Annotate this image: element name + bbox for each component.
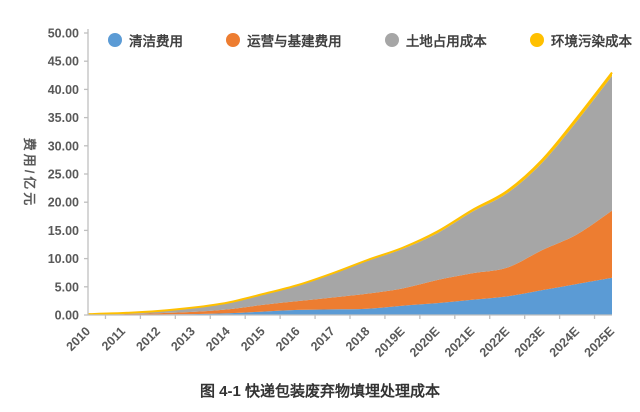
x-tick-label: 2015 <box>238 324 268 354</box>
x-tick-label: 2011 <box>99 324 128 353</box>
legend-item-cleaning-cost: 清洁费用 <box>108 30 183 50</box>
x-tick-label: 2025E <box>582 324 617 359</box>
legend-dot-icon <box>384 33 399 47</box>
legend-label: 运营与基建费用 <box>247 34 342 49</box>
y-tick-label: 35.00 <box>48 111 79 125</box>
x-tick-label: 2010 <box>64 324 94 354</box>
legend-dot-icon <box>529 33 544 47</box>
y-tick-label: 25.00 <box>48 168 79 182</box>
legend-label: 土地占用成本 <box>405 34 487 49</box>
x-tick-label: 2016 <box>273 324 303 354</box>
y-tick-label: 0.00 <box>55 309 79 323</box>
y-tick-label: 40.00 <box>48 83 79 97</box>
stack-top-line <box>87 71 613 316</box>
legend-dot-icon <box>108 33 122 47</box>
legend-label: 清洁费用 <box>129 34 183 49</box>
legend-item-land-occupation-cost: 土地占用成本 <box>384 30 487 50</box>
y-axis-title: 费用/亿元 <box>22 137 37 209</box>
x-tick-label: 2019E <box>372 324 407 359</box>
stacked-area-chart: 0.00 5.00 10.00 15.00 20.00 25.00 30.00 35.00 40… <box>48 27 617 360</box>
series-area-2 <box>88 75 612 315</box>
x-tick-label: 2013 <box>168 324 198 354</box>
x-tick-label: 2012 <box>133 324 163 354</box>
series-area-0 <box>88 277 612 315</box>
chart-legend: 清洁费用 运营与基建费用 土地占用成本 环境污染成本 <box>108 29 632 51</box>
legend-item-environmental-pollution-cost: 环境污染成本 <box>529 30 632 50</box>
legend-item-operation-infrastructure-cost: 运营与基建费用 <box>226 30 342 50</box>
legend-label: 环境污染成本 <box>550 34 632 49</box>
x-tick-label: 2023E <box>512 324 547 359</box>
y-tick-label: 45.00 <box>48 55 79 69</box>
x-tick-label: 2024E <box>547 324 582 359</box>
x-tick-label: 2021E <box>442 324 477 359</box>
x-tick-label: 2014 <box>203 324 233 354</box>
x-tick-label: 2020E <box>407 324 442 359</box>
x-tick-label: 2017 <box>308 324 338 354</box>
y-tick-label: 20.00 <box>48 196 79 210</box>
y-tick-label: 10.00 <box>48 252 79 266</box>
figure-caption: 图 4-1 快递包装废弃物填埋处理成本 <box>199 383 441 400</box>
y-tick-label: 50.00 <box>48 27 79 41</box>
y-tick-label: 30.00 <box>48 139 79 153</box>
y-tick-label: 15.00 <box>48 224 79 238</box>
x-tick-label: 2018 <box>343 324 373 354</box>
legend-dot-icon <box>226 33 241 47</box>
y-tick-label: 5.00 <box>55 280 79 294</box>
x-tick-label: 2022E <box>477 324 512 359</box>
series-area-1 <box>88 210 612 315</box>
